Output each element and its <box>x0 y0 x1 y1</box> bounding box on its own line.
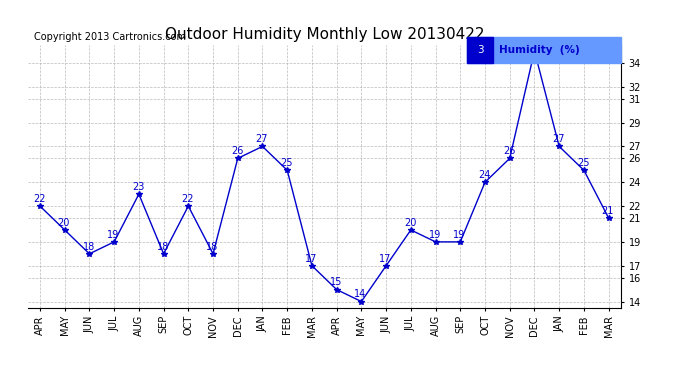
Text: 25: 25 <box>280 158 293 168</box>
Bar <box>466 37 621 63</box>
Text: Humidity  (%): Humidity (%) <box>500 45 580 55</box>
Text: 27: 27 <box>255 134 268 144</box>
Text: 14: 14 <box>355 290 366 299</box>
Text: 20: 20 <box>404 218 416 228</box>
Text: 19: 19 <box>107 230 119 240</box>
Text: 25: 25 <box>577 158 589 168</box>
Text: 20: 20 <box>58 218 70 228</box>
Text: 22: 22 <box>33 194 46 204</box>
Text: 18: 18 <box>157 242 169 252</box>
Text: 19: 19 <box>428 230 441 240</box>
Text: 26: 26 <box>503 146 515 156</box>
Text: 19: 19 <box>453 230 466 240</box>
Text: 21: 21 <box>602 206 614 216</box>
Text: 17: 17 <box>380 254 391 264</box>
Text: Copyright 2013 Cartronics.com: Copyright 2013 Cartronics.com <box>34 32 186 42</box>
Text: 22: 22 <box>181 194 194 204</box>
Text: 27: 27 <box>552 134 564 144</box>
Text: 23: 23 <box>132 182 144 192</box>
Text: 17: 17 <box>305 254 317 264</box>
Text: 18: 18 <box>83 242 95 252</box>
Text: 24: 24 <box>478 170 491 180</box>
Text: 3: 3 <box>477 45 484 55</box>
Bar <box>466 37 493 63</box>
Text: 26: 26 <box>231 146 243 156</box>
Title: Outdoor Humidity Monthly Low 20130422: Outdoor Humidity Monthly Low 20130422 <box>164 27 484 42</box>
Text: 18: 18 <box>206 242 218 252</box>
Text: 15: 15 <box>330 278 342 287</box>
Text: 35: 35 <box>528 39 540 49</box>
